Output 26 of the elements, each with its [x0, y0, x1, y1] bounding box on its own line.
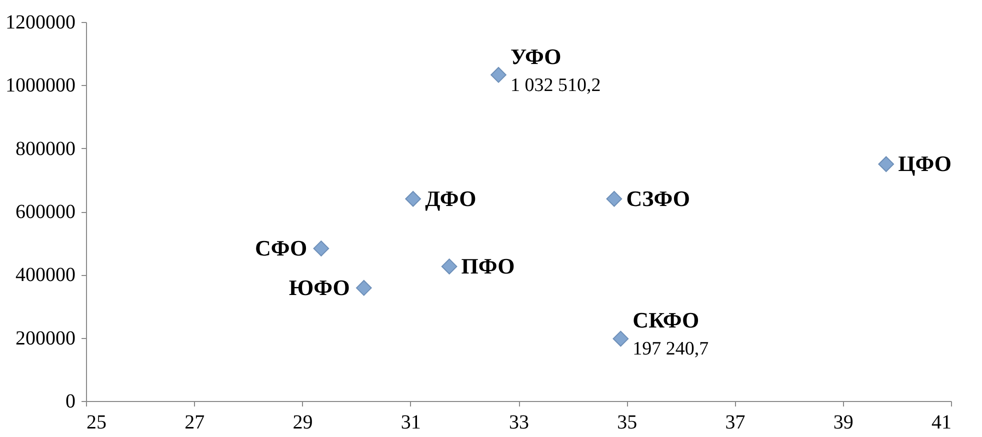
data-label: 1 032 510,2 — [510, 74, 601, 96]
annotation: ДФО — [425, 186, 476, 211]
y-tick-label: 200000 — [16, 327, 76, 350]
x-tick-label: 39 — [833, 412, 854, 434]
y-tick-label: 400000 — [16, 264, 76, 286]
x-tick-label: 41 — [932, 412, 952, 434]
x-tick-label: 33 — [509, 412, 529, 434]
x-tick-label: 25 — [86, 412, 106, 434]
annotation: СЗФО — [626, 186, 690, 211]
annotation: СФО — [255, 235, 308, 260]
y-tick-label: 800000 — [16, 138, 76, 160]
data-label: 197 240,7 — [632, 338, 709, 360]
annotation: СКФО — [632, 308, 700, 333]
x-tick-label: 37 — [725, 412, 746, 434]
annotation: УФО — [510, 44, 562, 69]
y-tick-label: 1000000 — [6, 74, 76, 97]
annotation: ЦФО — [898, 151, 952, 176]
x-tick-label: 29 — [292, 412, 313, 434]
x-tick-label: 31 — [400, 412, 421, 434]
annotation: ПФО — [461, 253, 515, 278]
annotation: ЮФО — [288, 274, 350, 300]
y-tick-label: 600000 — [16, 201, 76, 223]
x-tick-label: 27 — [184, 412, 205, 434]
y-tick-label: 0 — [66, 390, 76, 412]
y-tick-label: 1200000 — [6, 12, 76, 34]
x-tick-label: 35 — [617, 412, 638, 434]
